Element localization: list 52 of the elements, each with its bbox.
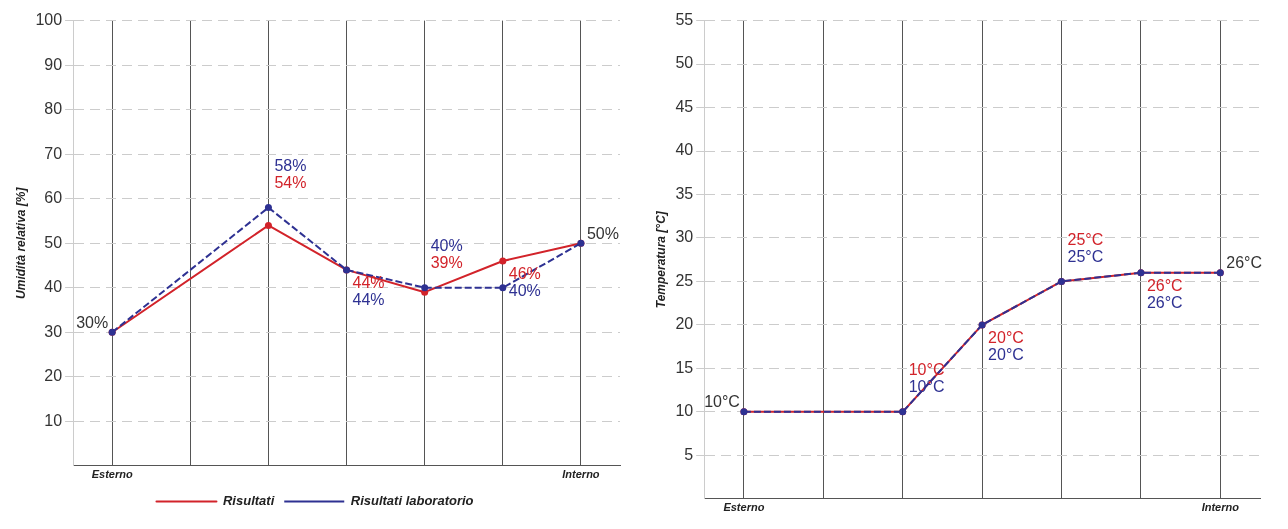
- y-tick-label: 60: [44, 189, 63, 207]
- data-label: 26°C: [1146, 277, 1183, 295]
- y-tick-label: 70: [44, 144, 63, 162]
- data-label: 25°C: [1067, 230, 1104, 248]
- y-tick-label: 40: [675, 141, 694, 159]
- annotation: 30%: [76, 313, 109, 331]
- y-tick-label: 30: [675, 228, 694, 246]
- y-axis-title: Umidità relativa [%]: [13, 186, 28, 299]
- y-tick-label: 100: [35, 11, 63, 29]
- data-label: 44%: [352, 274, 385, 292]
- y-tick-label: 90: [44, 55, 63, 73]
- annotation: 10°C: [704, 393, 740, 411]
- y-tick-label: 5: [684, 445, 694, 463]
- x-tick-label: Esterno: [723, 501, 765, 514]
- annotation: 26°C: [1226, 254, 1263, 272]
- data-label: 26°C: [1146, 294, 1183, 312]
- data-label: 46%: [508, 265, 541, 283]
- point: [264, 221, 272, 229]
- point: [499, 257, 507, 265]
- data-label: 44%: [352, 291, 385, 309]
- data-label: 20°C: [988, 346, 1024, 364]
- data-label: 40%: [508, 282, 541, 300]
- y-tick-label: 10: [44, 411, 63, 429]
- legend-label: Risultati laboratorio: [350, 493, 474, 509]
- y-tick-label: 25: [675, 271, 694, 289]
- x-tick-label: Interno: [1201, 501, 1240, 514]
- y-tick-label: 40: [44, 278, 63, 296]
- y-tick-label: 55: [675, 11, 694, 29]
- y-tick-label: 20: [44, 367, 63, 385]
- data-label: 25°C: [1067, 247, 1104, 265]
- y-tick-label: 35: [675, 184, 694, 202]
- y-tick-label: 10: [675, 402, 694, 420]
- point: [264, 204, 272, 212]
- y-tick-label: 20: [675, 315, 694, 333]
- y-tick-label: 50: [675, 54, 694, 72]
- data-label: 39%: [430, 254, 463, 272]
- data-label: 58%: [274, 156, 307, 174]
- y-tick-label: 50: [44, 233, 63, 251]
- y-tick-label: 30: [44, 322, 63, 340]
- legend-label: Risultati: [222, 493, 275, 509]
- data-label: 54%: [274, 173, 307, 191]
- data-label: 40%: [430, 237, 463, 255]
- x-tick-label: Esterno: [91, 468, 133, 481]
- point: [499, 284, 507, 292]
- y-axis-title: Temperatura [°C]: [653, 210, 668, 309]
- y-tick-label: 80: [44, 100, 63, 118]
- point: [421, 284, 429, 292]
- y-tick-label: 15: [675, 358, 694, 376]
- annotation: 50%: [586, 224, 619, 242]
- y-tick-label: 45: [675, 97, 694, 115]
- data-label: 20°C: [988, 329, 1024, 347]
- x-tick-label: Interno: [562, 468, 600, 481]
